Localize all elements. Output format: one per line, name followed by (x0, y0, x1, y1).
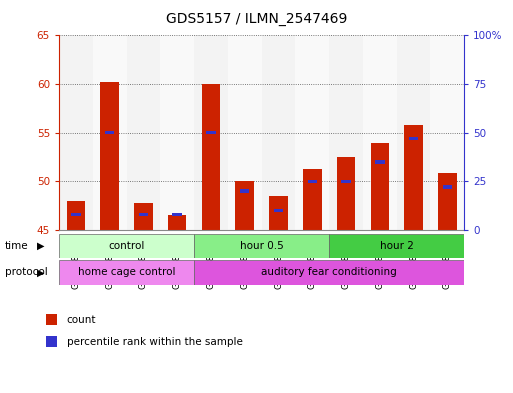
Bar (274, 209, 283, 212)
Bar (370, 143, 389, 230)
Bar (303, 169, 322, 230)
Text: control: control (108, 241, 145, 251)
Bar (308, 180, 317, 183)
Text: hour 2: hour 2 (380, 241, 413, 251)
Text: time: time (5, 241, 29, 251)
Bar (329, 234, 464, 258)
Text: home cage control: home cage control (78, 267, 175, 277)
Bar (134, 203, 153, 230)
Bar (105, 131, 114, 134)
Bar (71, 213, 81, 216)
Bar (206, 131, 215, 134)
Bar (168, 215, 187, 230)
Bar (443, 185, 452, 189)
Bar (438, 173, 457, 230)
Bar (329, 35, 363, 230)
Bar (194, 260, 464, 285)
Bar (59, 35, 93, 230)
Text: percentile rank within the sample: percentile rank within the sample (67, 336, 243, 347)
Bar (172, 213, 182, 216)
Text: auditory fear conditioning: auditory fear conditioning (261, 267, 397, 277)
Bar (430, 35, 464, 230)
Bar (194, 234, 329, 258)
Bar (93, 35, 127, 230)
Bar (363, 35, 397, 230)
Bar (67, 201, 85, 230)
Bar (262, 35, 295, 230)
Bar (397, 35, 430, 230)
Bar (240, 189, 249, 193)
Bar (127, 35, 160, 230)
Text: count: count (67, 315, 96, 325)
Bar (341, 180, 351, 183)
Bar (59, 234, 194, 258)
Bar (228, 35, 262, 230)
Text: ▶: ▶ (37, 267, 45, 277)
Bar (404, 125, 423, 230)
Bar (101, 82, 119, 230)
Bar (269, 196, 288, 230)
Bar (202, 84, 220, 230)
Bar (59, 260, 194, 285)
Bar (160, 35, 194, 230)
Text: protocol: protocol (5, 267, 48, 277)
Bar (139, 213, 148, 216)
Text: ▶: ▶ (37, 241, 45, 251)
Text: GDS5157 / ILMN_2547469: GDS5157 / ILMN_2547469 (166, 12, 347, 26)
Bar (409, 137, 418, 140)
Bar (295, 35, 329, 230)
Bar (375, 160, 385, 163)
Text: hour 0.5: hour 0.5 (240, 241, 284, 251)
Bar (235, 181, 254, 230)
Bar (194, 35, 228, 230)
Bar (337, 157, 356, 230)
